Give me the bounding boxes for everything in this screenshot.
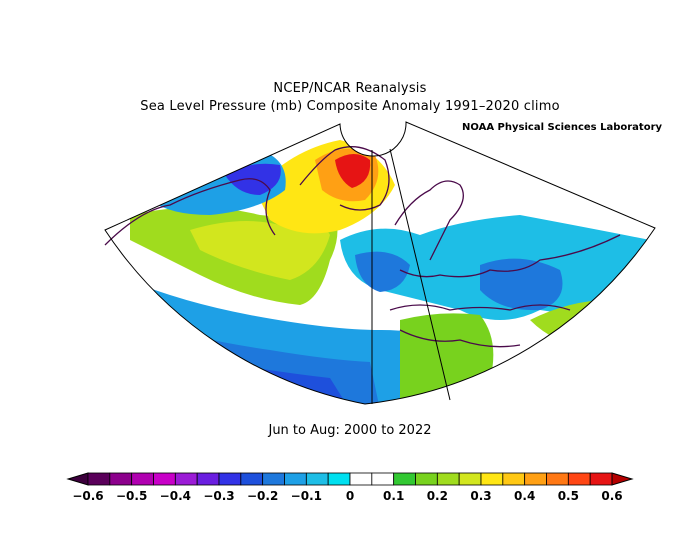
colorbar-swatch — [196, 472, 220, 486]
colorbar-swatch — [567, 472, 591, 486]
colorbar-tick-label: −0.1 — [291, 489, 322, 503]
colorbar-tick-label: −0.4 — [160, 489, 191, 503]
map-outline — [104, 121, 656, 405]
colorbar-swatch — [284, 472, 307, 486]
colorbar-swatch — [415, 472, 438, 486]
period-label: Jun to Aug: 2000 to 2022 — [268, 423, 432, 438]
colorbar-swatch — [349, 472, 373, 486]
chart-title: NCEP/NCAR Reanalysis — [273, 81, 427, 96]
colorbar-min-arrow — [66, 472, 89, 486]
colorbar-swatch — [589, 472, 613, 486]
southern-europe-positive — [400, 313, 494, 404]
european-negative-core — [355, 251, 410, 292]
colorbar-tick-label: 0.3 — [470, 489, 491, 503]
colorbar-tick-label: −0.2 — [247, 489, 278, 503]
colorbar-swatch — [262, 472, 285, 486]
colorbar-tick-label: 0.5 — [558, 489, 579, 503]
colorbar-tick-label: −0.5 — [116, 489, 147, 503]
chart-subtitle: Sea Level Pressure (mb) Composite Anomal… — [140, 99, 560, 114]
colorbar-swatch — [109, 472, 133, 486]
coastlines — [104, 146, 621, 348]
colorbar-swatch — [480, 472, 504, 486]
colorbar-tick-label: 0 — [346, 489, 354, 503]
colorbar-tick-label: 0.6 — [601, 489, 622, 503]
colorbar-tick-label: −0.6 — [72, 489, 103, 503]
colorbar-tick-label: 0.1 — [383, 489, 404, 503]
colorbar-swatch — [153, 472, 176, 486]
colorbar-tick-label: 0.4 — [514, 489, 535, 503]
colorbar-tick-label: 0.2 — [427, 489, 448, 503]
colorbar-swatch — [87, 472, 111, 486]
colorbar-tick-label: −0.3 — [203, 489, 234, 503]
colorbar-swatch — [524, 472, 547, 486]
greenland-max — [335, 154, 371, 188]
colorbar-swatch — [131, 472, 154, 486]
colorbar-swatch — [371, 472, 395, 486]
colorbar-swatch — [240, 472, 264, 486]
atlantic-positive-core — [190, 221, 330, 280]
colorbar: −0.6 −0.5 −0.4 −0.3 −0.2 −0.1 0 0.1 0.2 0.3 0.4 0.5… — [66, 472, 634, 503]
colorbar-swatch — [436, 472, 460, 486]
colorbar-swatch — [218, 472, 242, 486]
colorbar-swatch — [546, 472, 569, 486]
colorbar-swatch — [502, 472, 526, 486]
credit-label: NOAA Physical Sciences Laboratory — [462, 122, 663, 133]
colorbar-max-arrow — [611, 472, 634, 486]
colorbar-swatch — [174, 472, 198, 486]
colorbar-swatch — [327, 472, 351, 486]
meridians — [371, 148, 451, 404]
colorbar-swatch — [305, 472, 329, 486]
colorbar-swatch — [393, 472, 416, 486]
colorbar-swatch — [458, 472, 482, 486]
